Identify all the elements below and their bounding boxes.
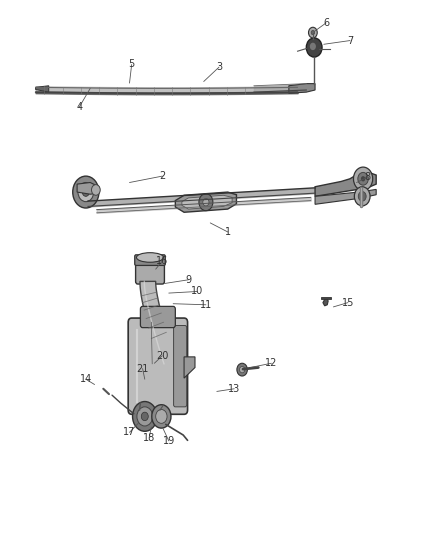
Circle shape [152,405,171,428]
Circle shape [353,167,373,190]
Text: 6: 6 [323,18,329,28]
Text: 18: 18 [143,433,155,443]
FancyBboxPatch shape [141,306,175,328]
Circle shape [306,38,322,57]
Ellipse shape [137,253,163,262]
Polygon shape [315,172,376,196]
FancyBboxPatch shape [135,255,165,265]
Text: 7: 7 [347,36,353,45]
Text: 16: 16 [156,256,168,266]
Text: 9: 9 [185,275,191,285]
Text: 12: 12 [265,358,278,368]
Circle shape [141,412,148,421]
Text: 15: 15 [342,297,354,308]
Text: 19: 19 [162,436,175,446]
Text: 5: 5 [128,60,135,69]
Text: 11: 11 [200,300,212,310]
Circle shape [82,188,89,196]
Circle shape [203,198,209,206]
Polygon shape [315,189,376,204]
Text: 20: 20 [156,351,169,361]
Circle shape [240,367,245,373]
Polygon shape [77,182,99,194]
Text: 1: 1 [225,227,231,237]
Circle shape [361,176,365,181]
Text: 10: 10 [191,286,203,296]
Polygon shape [289,84,315,93]
Polygon shape [323,298,328,306]
Circle shape [354,187,370,206]
Text: 4: 4 [76,102,82,112]
Circle shape [237,364,247,376]
Polygon shape [175,192,237,212]
FancyBboxPatch shape [173,326,187,407]
FancyBboxPatch shape [128,318,187,414]
Polygon shape [35,86,49,92]
Circle shape [199,193,213,211]
Circle shape [308,27,317,38]
Polygon shape [184,357,195,378]
Circle shape [358,172,368,185]
Circle shape [133,401,157,431]
Circle shape [73,176,99,208]
Polygon shape [140,281,175,367]
Text: 14: 14 [80,374,92,384]
Text: 2: 2 [159,171,166,181]
Circle shape [311,30,314,35]
Circle shape [155,409,167,423]
Text: 17: 17 [124,427,136,438]
Polygon shape [182,195,232,209]
Circle shape [310,43,316,50]
Circle shape [78,182,94,201]
FancyBboxPatch shape [136,257,164,284]
Polygon shape [321,297,331,300]
Circle shape [358,191,366,201]
Circle shape [92,184,100,195]
Text: 8: 8 [364,172,371,182]
Text: 3: 3 [216,62,222,72]
Text: 21: 21 [136,364,149,374]
Text: 13: 13 [228,384,240,394]
Circle shape [137,407,152,426]
